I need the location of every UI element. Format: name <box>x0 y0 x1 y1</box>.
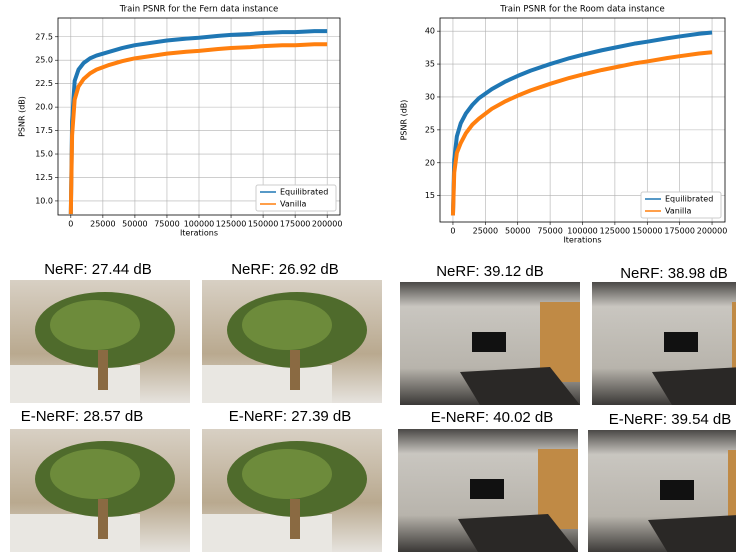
x-tick-label: 50000 <box>122 220 147 229</box>
y-tick-label: 15.0 <box>35 150 53 159</box>
photo <box>398 429 578 552</box>
y-tick-label: 30 <box>425 92 435 101</box>
caption: E-NeRF: 40.02 dB <box>431 409 554 426</box>
x-tick-label: 125000 <box>600 227 631 236</box>
legend-label: Vanilla <box>280 200 306 209</box>
x-tick-label: 0 <box>450 227 455 236</box>
page: {"chart_data": [ {"type": "line", "title… <box>0 0 736 552</box>
photo <box>588 430 736 552</box>
legend-label: Equilibrated <box>665 195 713 204</box>
y-tick-label: 20.0 <box>35 103 53 112</box>
y-axis-label: PSNR (dB) <box>400 100 409 141</box>
y-tick-label: 25 <box>425 125 435 134</box>
y-tick-label: 40 <box>425 27 435 36</box>
x-tick-label: 25000 <box>473 227 498 236</box>
x-tick-label: 75000 <box>154 220 179 229</box>
caption: NeRF: 39.12 dB <box>436 263 544 280</box>
y-tick-label: 22.5 <box>35 79 53 88</box>
y-tick-label: 35 <box>425 60 435 69</box>
x-tick-label: 150000 <box>632 227 663 236</box>
chart-title: Train PSNR for the Fern data instance <box>119 5 279 15</box>
caption: E-NeRF: 27.39 dB <box>229 408 352 425</box>
photo <box>400 282 580 405</box>
y-tick-label: 12.5 <box>35 173 53 182</box>
legend-label: Vanilla <box>665 207 691 216</box>
chart-title: Train PSNR for the Room data instance <box>499 5 664 15</box>
x-tick-label: 175000 <box>280 220 311 229</box>
caption: E-NeRF: 28.57 dB <box>21 408 144 425</box>
caption: NeRF: 27.44 dB <box>44 261 152 278</box>
x-tick-label: 100000 <box>184 220 215 229</box>
x-axis-label: Iterations <box>180 229 218 238</box>
x-tick-label: 75000 <box>537 227 562 236</box>
x-tick-label: 175000 <box>664 227 695 236</box>
x-axis-label: Iterations <box>563 236 601 245</box>
caption: NeRF: 26.92 dB <box>231 261 339 278</box>
x-tick-label: 200000 <box>697 227 728 236</box>
y-tick-label: 27.5 <box>35 32 53 41</box>
photo <box>202 280 382 403</box>
x-tick-label: 125000 <box>216 220 247 229</box>
x-tick-label: 25000 <box>90 220 115 229</box>
x-tick-label: 100000 <box>567 227 598 236</box>
caption: E-NeRF: 39.54 dB <box>609 411 732 428</box>
x-tick-label: 150000 <box>248 220 279 229</box>
y-tick-label: 20 <box>425 158 435 167</box>
y-tick-label: 25.0 <box>35 56 53 65</box>
x-tick-label: 200000 <box>312 220 343 229</box>
y-axis-label: PSNR (dB) <box>18 96 27 137</box>
y-tick-label: 10.0 <box>35 196 53 205</box>
photo <box>202 429 382 552</box>
x-tick-label: 0 <box>68 220 73 229</box>
y-tick-label: 17.5 <box>35 126 53 135</box>
photo <box>592 282 736 405</box>
figure: NeRF: 27.44 dB NeRF: 26.92 dB NeRF: 39.1… <box>0 0 736 552</box>
legend-label: Equilibrated <box>280 188 328 197</box>
y-tick-label: 15 <box>425 191 435 200</box>
x-tick-label: 50000 <box>505 227 530 236</box>
photo <box>10 280 190 403</box>
caption: NeRF: 38.98 dB <box>620 265 728 282</box>
photo <box>10 429 190 552</box>
